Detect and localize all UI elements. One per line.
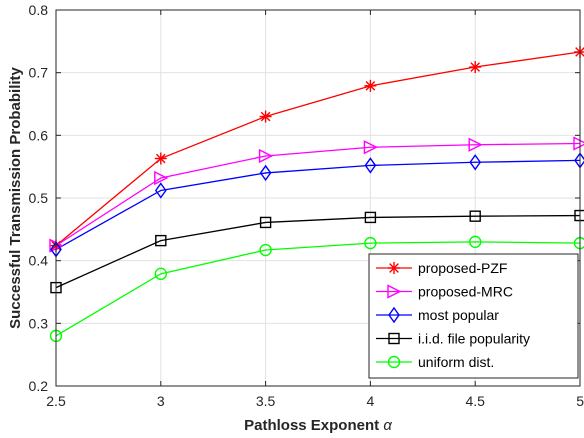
y-tick-label: 0.7 [29,65,49,81]
x-tick-label: 2.5 [46,393,66,409]
x-tick-label: 5 [576,393,584,409]
series-lines [55,51,581,337]
legend-box [368,253,579,379]
series-line [55,159,581,250]
data-point [258,148,274,164]
series-line [55,241,581,337]
axis-ticks: 2.5 3 3.5 4 4.5 5 0.2 0.3 0.4 0.5 0.6 0.7 0.8 [29,2,584,409]
data-point [364,157,377,174]
y-tick-label: 0.8 [29,2,49,18]
y-tick-label: 0.5 [29,190,49,206]
y-axis-label: Successful Transmission Probability [7,66,24,328]
y-tick-label: 0.6 [29,127,49,143]
x-tick-label: 3 [157,393,165,409]
data-point [259,110,272,123]
legend-marker [388,332,400,345]
data-point [259,216,272,229]
data-point [259,164,272,182]
y-tick-label: 0.4 [29,253,49,269]
data-point [154,182,167,199]
y-tick-label: 0.2 [29,378,49,394]
data-point [469,210,481,222]
x-tick-label: 4.5 [465,393,485,409]
legend-label: most popular [418,307,499,323]
y-tick-label: 0.3 [29,315,49,331]
legend-label: i.i.d. file popularity [418,331,530,347]
data-point [154,267,168,281]
legend: proposed-PZF proposed-MRC most popular i.i.… [368,253,579,379]
x-axis-label: Pathloss Exponent α [244,417,392,434]
legend-marker [388,306,400,324]
x-tick-label: 4 [367,393,375,409]
x-tick-label: 3.5 [256,393,276,409]
legend-label: proposed-PZF [418,260,507,276]
data-point [155,234,167,247]
data-point [364,79,377,92]
series-line [55,51,581,247]
x-axis-label-text: Pathloss Exponent [244,417,379,434]
series-line [55,142,581,247]
legend-marker [387,355,401,369]
data-point [154,170,169,186]
series-line [55,214,581,289]
legend-marker [387,284,402,299]
data-point [363,140,378,155]
legend-label: uniform dist. [418,354,494,370]
data-point [154,152,167,165]
legend-marker [388,262,400,274]
data-point [469,154,482,171]
legend-label: proposed-MRC [418,284,513,300]
data-point [469,61,482,74]
data-point [364,211,377,224]
data-point [468,137,483,152]
data-point [364,236,377,250]
data-point [259,243,272,257]
x-axis-label-symbol: α [383,417,392,434]
data-point [469,235,482,249]
